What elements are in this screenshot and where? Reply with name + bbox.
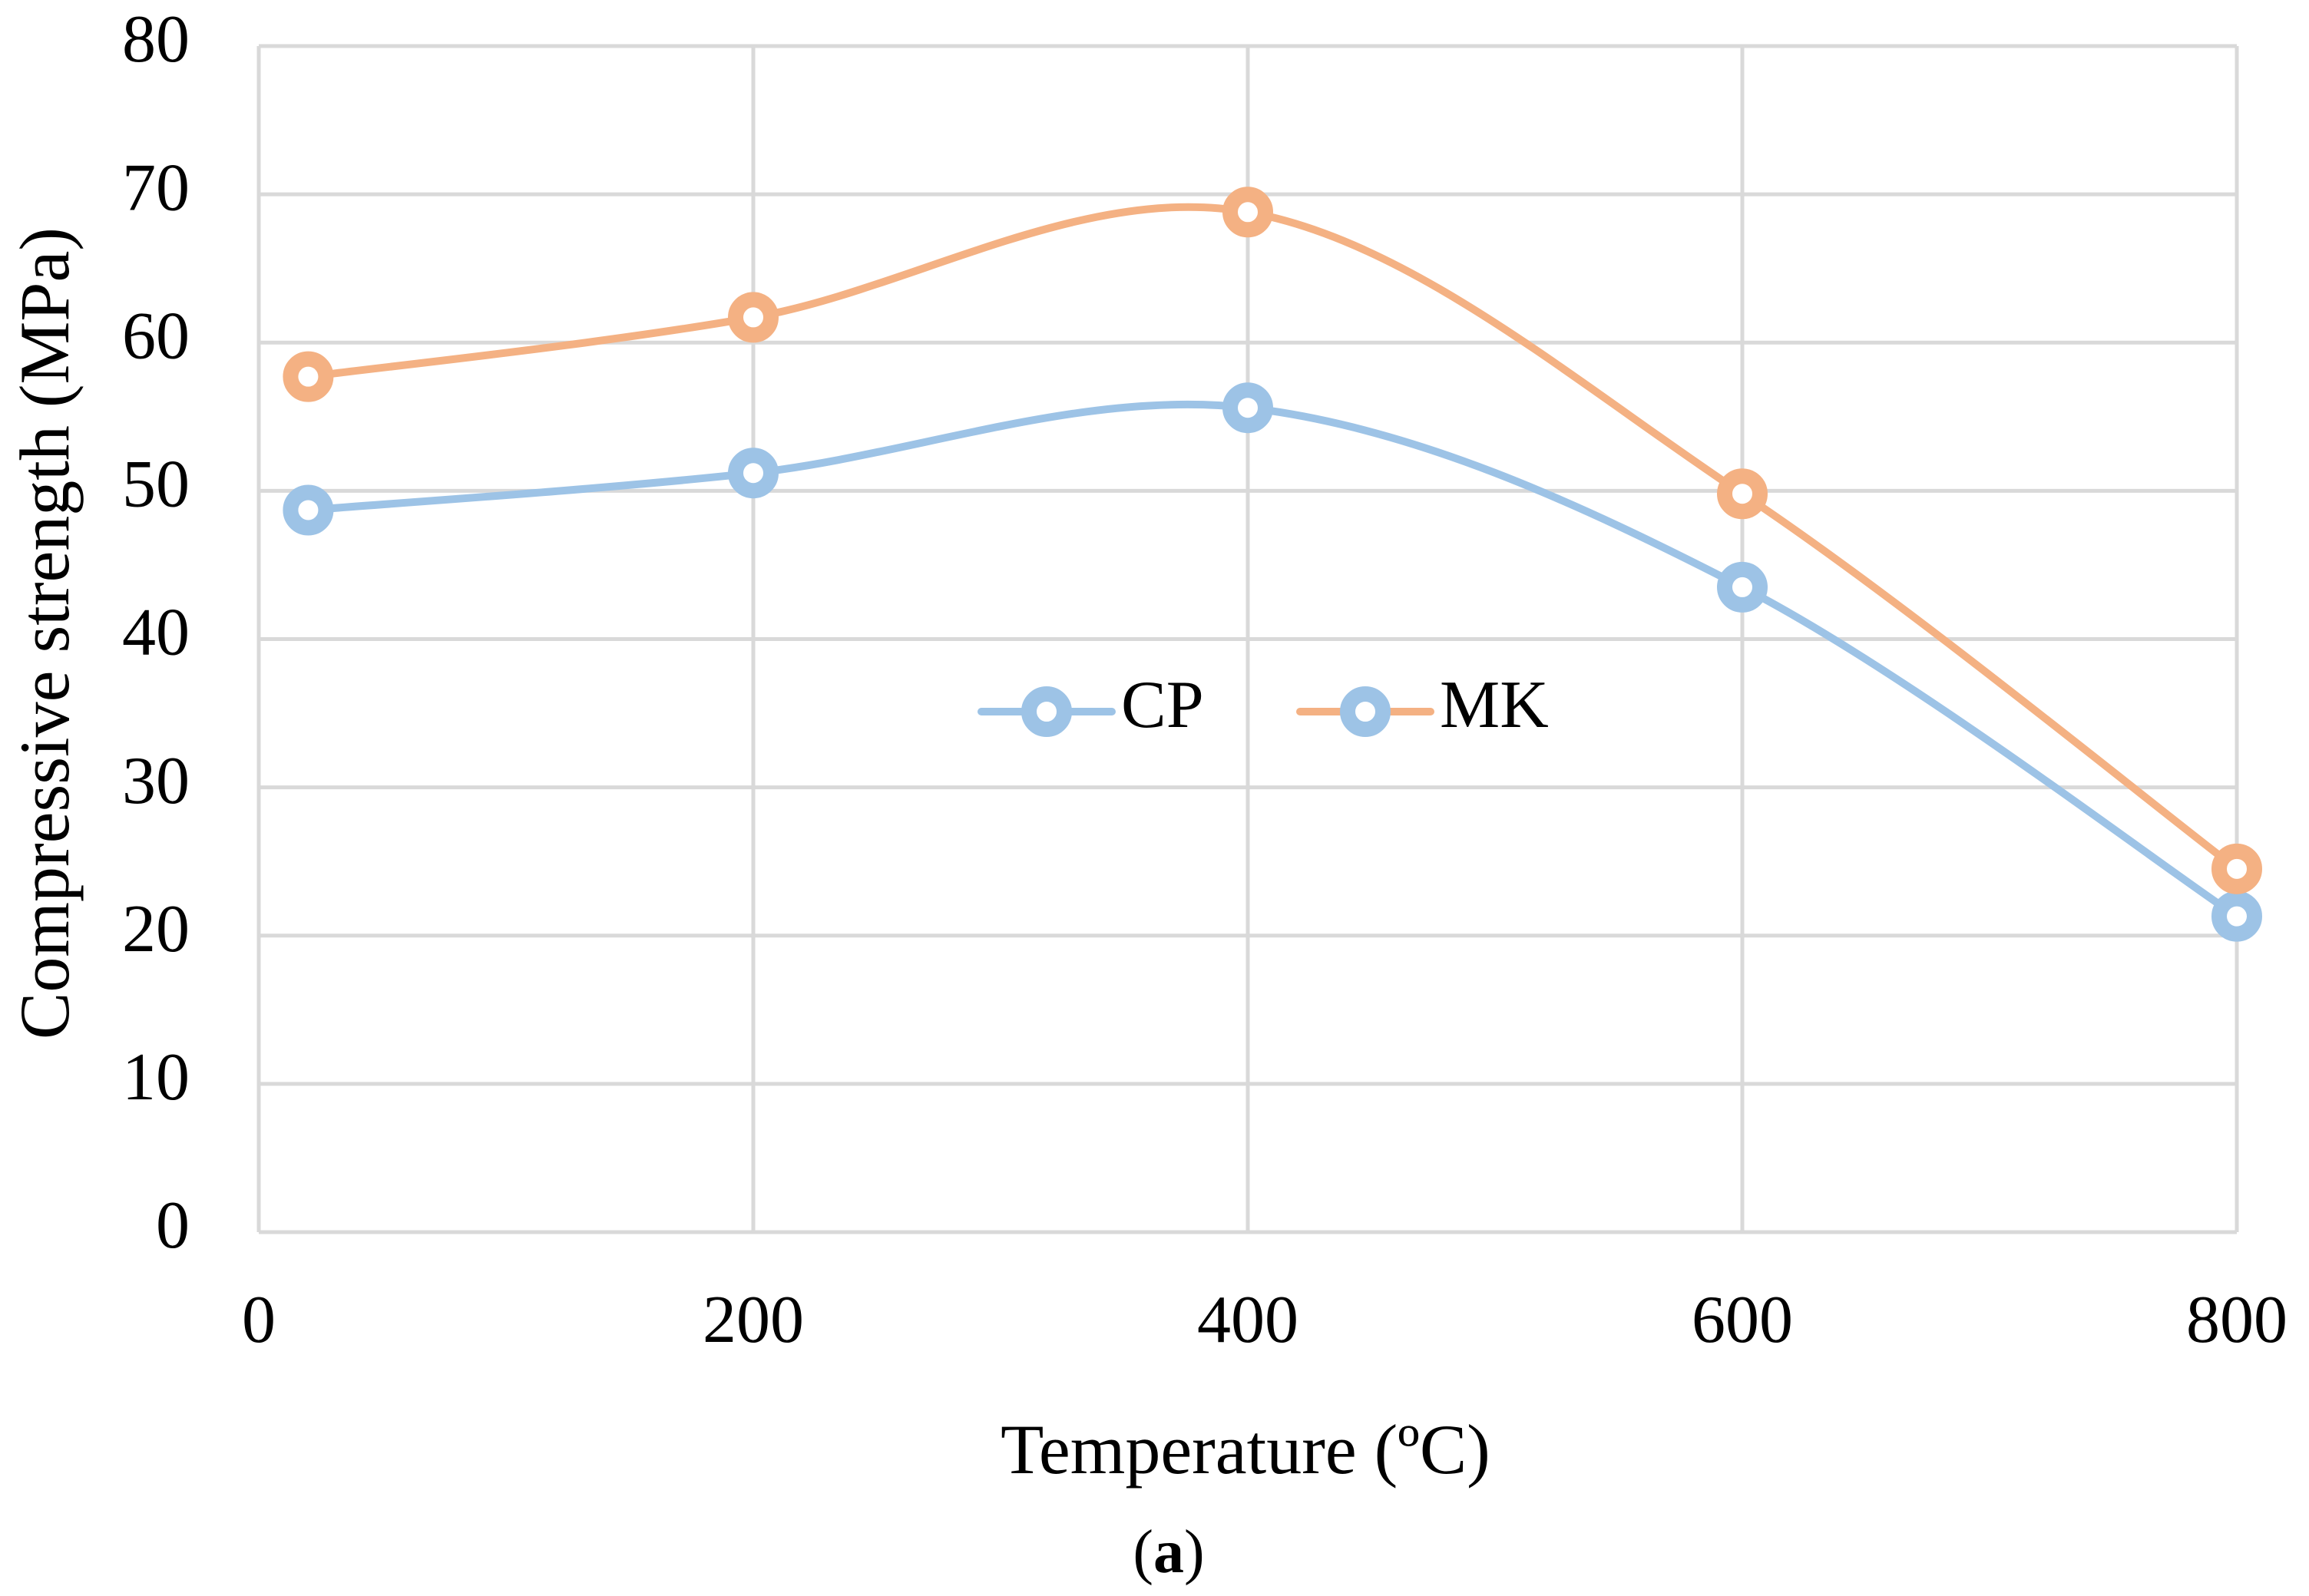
legend-label: MK: [1440, 668, 1549, 742]
data-point-cp: [283, 484, 334, 536]
x-tick-labels: 0 200 400 600 800: [242, 1283, 2287, 1357]
legend-item-cp: CP: [978, 668, 1204, 742]
legend-item-mk: MK: [1296, 668, 1549, 742]
y-axis-title: Compressive strength (MPa): [5, 227, 84, 1039]
legend-marker-sample: [1340, 686, 1391, 737]
series-mk: [283, 187, 2262, 894]
x-tick-label: 0: [242, 1283, 276, 1357]
y-tick-label: 50: [122, 448, 190, 522]
data-point-mk: [283, 351, 334, 402]
y-tick-label: 40: [122, 596, 190, 670]
data-point-cp: [728, 448, 779, 499]
data-point-mk: [728, 292, 779, 343]
series-line-cp: [304, 400, 2241, 920]
y-tick-label: 20: [122, 892, 190, 967]
legend-marker-sample: [1021, 686, 1072, 737]
x-tick-label: 800: [2186, 1283, 2287, 1357]
x-axis-title: Temperature (ºC): [1001, 1410, 1490, 1489]
y-tick-labels: 0 10 20 30 40 50 60 70 80: [122, 2, 190, 1263]
x-tick-label: 400: [1197, 1283, 1298, 1357]
y-tick-label: 80: [122, 2, 190, 77]
data-point-cp: [2211, 891, 2262, 942]
caption-letter: a: [1153, 1518, 1184, 1586]
y-tick-label: 60: [122, 299, 190, 373]
data-point-cp: [1222, 382, 1273, 434]
series-line-mk: [304, 203, 2241, 873]
caption-close-paren: ): [1184, 1518, 1205, 1586]
legend-label: CP: [1121, 668, 1204, 742]
series: [283, 187, 2262, 942]
data-point-cp: [1717, 561, 1768, 613]
series-cp: [283, 382, 2262, 942]
data-point-mk: [1717, 468, 1768, 520]
y-tick-label: 30: [122, 744, 190, 818]
x-tick-label: 600: [1692, 1283, 1793, 1357]
data-point-mk: [1222, 187, 1273, 238]
y-tick-label: 70: [122, 150, 190, 225]
y-tick-label: 0: [156, 1188, 190, 1263]
x-tick-label: 200: [703, 1283, 804, 1357]
y-tick-label: 10: [122, 1040, 190, 1115]
legend: CP MK: [978, 668, 1549, 742]
caption-open-paren: (: [1133, 1518, 1153, 1586]
data-point-mk: [2211, 843, 2262, 894]
figure-caption: (a): [1133, 1518, 1204, 1586]
